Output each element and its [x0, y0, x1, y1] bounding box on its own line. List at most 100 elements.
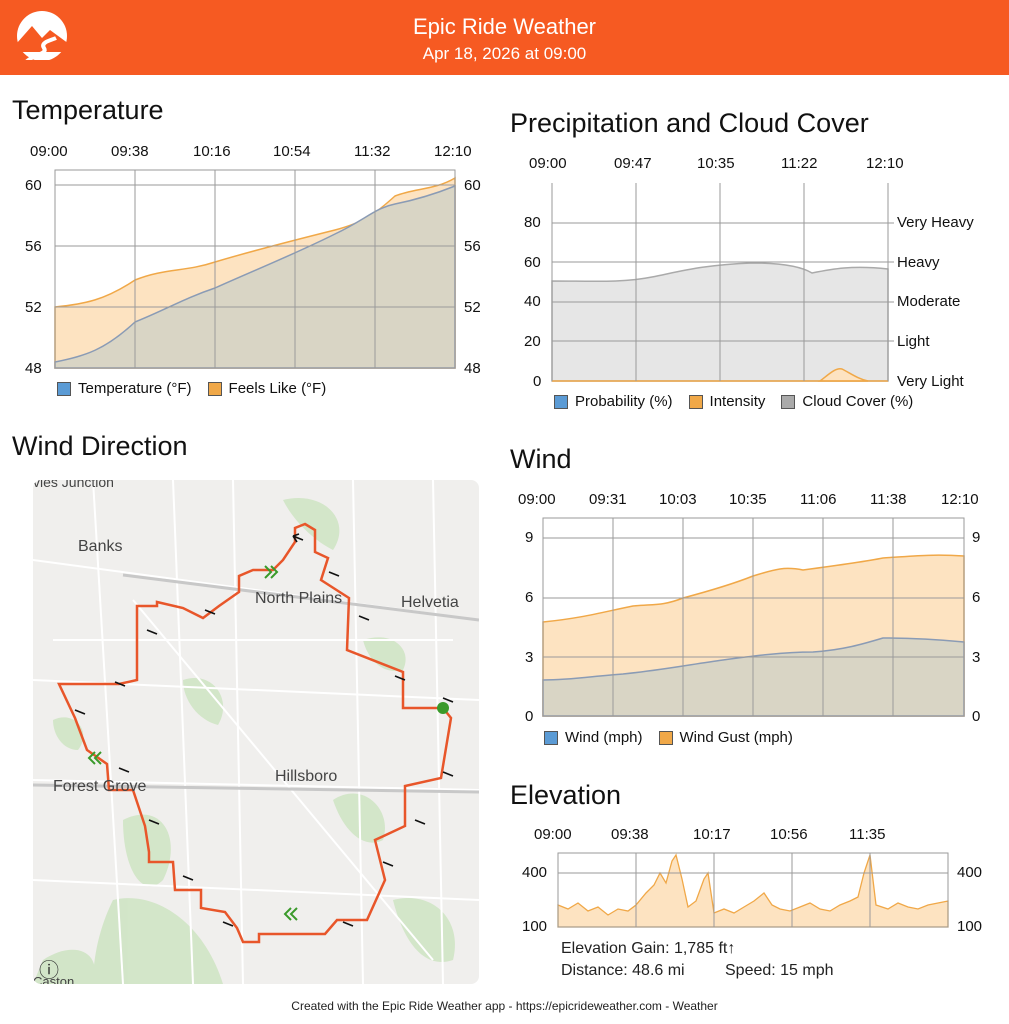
legend-swatch	[781, 394, 796, 409]
legend-swatch	[554, 394, 568, 409]
y-tick: 60	[25, 177, 42, 194]
time-tick: 09:00	[534, 826, 572, 843]
time-tick: 10:17	[693, 826, 731, 843]
y-tick-right: 9	[972, 529, 981, 546]
legend-item: Feels Like (°F)	[207, 380, 327, 397]
mountain-road-logo-icon	[9, 11, 80, 64]
route-map[interactable]: vies Junction Banks North Plains Helveti…	[33, 480, 479, 984]
intensity-label: Light	[897, 333, 930, 350]
map-label-place: Helvetia	[401, 594, 459, 611]
legend-item: Temperature (°F)	[57, 380, 192, 397]
legend-label: Probability (%)	[575, 393, 673, 410]
time-tick: 09:00	[30, 143, 68, 160]
y-tick: 6	[525, 589, 534, 606]
legend-item: Cloud Cover (%)	[781, 393, 913, 410]
legend-label: Wind Gust (mph)	[679, 729, 793, 746]
legend-label: Feels Like (°F)	[228, 380, 327, 397]
legend-label: Wind (mph)	[565, 729, 643, 746]
time-tick: 09:47	[614, 155, 652, 172]
y-tick: 0	[525, 708, 534, 725]
y-tick: 0	[533, 373, 542, 390]
info-icon[interactable]: ⓘ	[39, 960, 59, 982]
legend-swatch	[544, 730, 558, 745]
time-tick: 12:10	[866, 155, 904, 172]
time-tick: 11:22	[781, 155, 818, 172]
y-tick-right: 56	[464, 238, 481, 255]
map-canvas	[33, 480, 479, 984]
precip-legend: Probability (%) Intensity Cloud Cover (%…	[554, 393, 929, 410]
temperature-title: Temperature	[12, 95, 164, 125]
legend-item: Intensity	[688, 393, 766, 410]
elevation-gain: Elevation Gain: 1,785 ft↑	[561, 940, 736, 957]
intensity-label: Heavy	[897, 254, 940, 271]
y-tick: 48	[25, 360, 42, 377]
y-tick: 40	[524, 293, 541, 310]
y-tick: 9	[525, 529, 534, 546]
ride-datetime: Apr 18, 2026 at 09:00	[422, 44, 587, 63]
wind-arrows	[74, 533, 454, 927]
intensity-label: Very Light	[897, 373, 964, 390]
y-tick: 52	[25, 299, 42, 316]
wind-chart	[542, 517, 965, 717]
time-tick: 09:00	[518, 491, 556, 508]
legend-label: Intensity	[709, 393, 766, 410]
wind-legend: Wind (mph) Wind Gust (mph)	[544, 729, 809, 746]
app-title: Epic Ride Weather	[412, 14, 596, 39]
map-label-place: Banks	[78, 538, 123, 555]
y-tick-right: 52	[464, 299, 481, 316]
time-tick: 11:38	[870, 491, 907, 508]
elevation-title: Elevation	[510, 780, 622, 810]
y-tick: 20	[524, 333, 541, 350]
y-tick: 60	[524, 254, 541, 271]
time-tick: 09:00	[529, 155, 567, 172]
time-tick: 12:10	[434, 143, 472, 160]
elevation-chart	[557, 852, 949, 928]
time-tick: 11:32	[354, 143, 391, 160]
app-header: Epic Ride Weather Apr 18, 2026 at 09:00	[0, 0, 1009, 75]
y-tick-right: 48	[464, 360, 481, 377]
intensity-label: Moderate	[897, 293, 961, 310]
map-label-place: Caston	[33, 974, 75, 984]
time-tick: 11:06	[800, 491, 837, 508]
y-tick-right: 100	[957, 918, 983, 935]
y-tick-right: 400	[957, 864, 983, 881]
temperature-legend: Temperature (°F) Feels Like (°F)	[57, 380, 342, 397]
precip-title: Precipitation and Cloud Cover	[510, 108, 869, 138]
legend-label: Cloud Cover (%)	[802, 393, 914, 410]
time-tick: 10:35	[729, 491, 767, 508]
time-tick: 09:38	[611, 826, 649, 843]
legend-swatch	[688, 394, 703, 409]
y-tick-right: 3	[972, 649, 981, 666]
legend-item: Wind Gust (mph)	[658, 729, 793, 746]
legend-item: Wind (mph)	[544, 729, 643, 746]
time-tick: 09:38	[111, 143, 149, 160]
time-tick: 10:54	[273, 143, 311, 160]
ride-speed: Speed: 15 mph	[725, 962, 834, 979]
footer-credit[interactable]: Created with the Epic Ride Weather app -…	[291, 999, 718, 1013]
time-tick: 11:35	[849, 826, 886, 843]
elevation-area	[557, 853, 949, 928]
y-tick: 56	[25, 238, 42, 255]
legend-swatch	[658, 730, 673, 745]
y-tick: 400	[522, 864, 548, 881]
intensity-area	[817, 367, 869, 382]
legend-swatch	[57, 381, 71, 396]
wind-title: Wind	[510, 444, 572, 474]
ride-distance: Distance: 48.6 mi	[561, 962, 685, 979]
map-label-place: North Plains	[255, 590, 343, 607]
temperature-chart	[54, 169, 456, 369]
y-tick-right: 6	[972, 589, 981, 606]
map-label-place: Hillsboro	[275, 768, 338, 785]
time-tick: 12:10	[941, 491, 979, 508]
map-label-place: Forest Grove	[53, 778, 147, 795]
time-tick: 09:31	[589, 491, 627, 508]
time-tick: 10:03	[659, 491, 697, 508]
y-tick-right: 60	[464, 177, 481, 194]
intensity-label: Very Heavy	[897, 214, 974, 231]
wind-direction-title: Wind Direction	[12, 431, 188, 461]
route-start-marker	[437, 702, 449, 714]
legend-label: Temperature (°F)	[78, 380, 192, 397]
time-tick: 10:56	[770, 826, 808, 843]
y-tick: 3	[525, 649, 534, 666]
time-tick: 10:16	[193, 143, 231, 160]
